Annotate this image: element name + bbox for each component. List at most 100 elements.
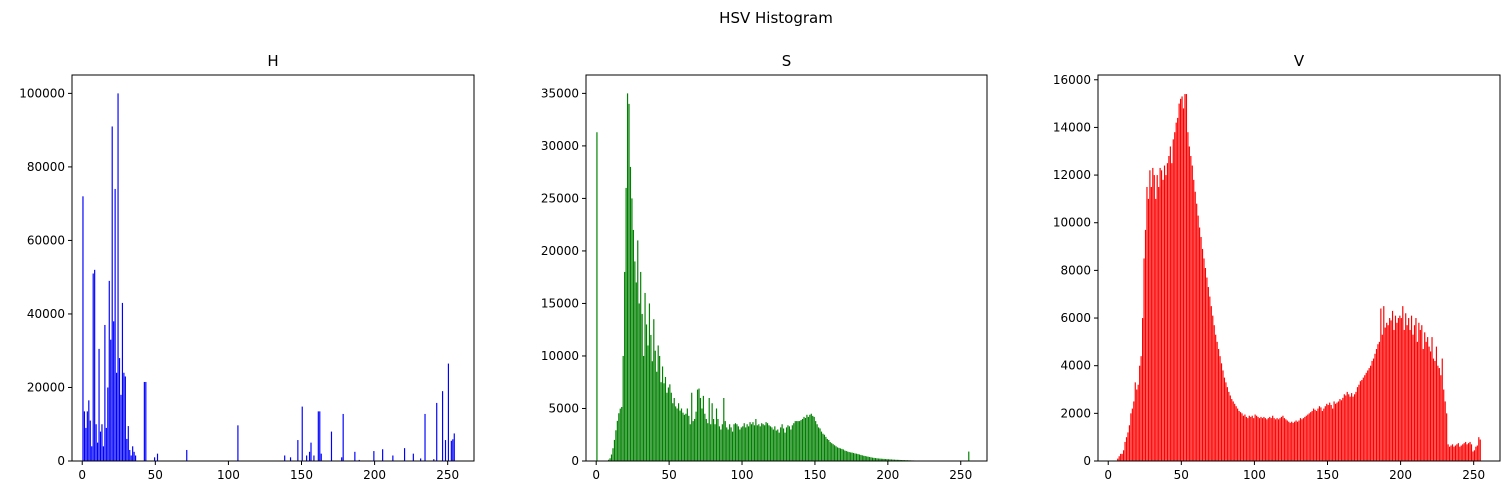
xtick-label-s-100: 100 [731,468,754,482]
bar-v-148 [1324,406,1326,461]
bar-v-103 [1258,418,1261,461]
bar-v-62 [1199,227,1201,461]
bar-v-50 [1181,96,1183,461]
bar-v-146 [1321,410,1323,461]
bar-s-162 [832,444,834,461]
bar-v-224 [1435,346,1437,461]
bar-s-120 [771,427,773,461]
bar-s-51 [670,392,672,461]
bar-v-95 [1247,418,1249,461]
bar-v-211 [1416,341,1418,461]
bar-s-149 [813,416,815,461]
bar-v-210 [1415,318,1417,461]
bar-v-118 [1280,416,1283,461]
bar-s-191 [874,458,877,461]
bar-v-108 [1266,419,1268,461]
bar-s-107 [752,422,754,461]
bar-v-18 [1134,382,1136,461]
bar-v-182 [1374,353,1376,461]
bar-s-105 [749,422,751,461]
bar-v-231 [1446,413,1448,461]
bar-s-39 [653,319,655,461]
bar-v-130 [1298,420,1300,461]
bar-v-164 [1348,394,1350,461]
bar-s-110 [756,425,758,461]
bar-s-104 [748,426,750,461]
bar-v-138 [1310,412,1312,461]
xtick-label-h-200: 200 [363,468,386,482]
bar-v-14 [1128,425,1131,461]
bar-v-48 [1178,103,1180,461]
bar-s-48 [666,392,668,461]
bar-s-24 [631,198,633,461]
bar-s-141 [801,418,804,461]
bar-s-92 [730,427,732,461]
bar-s-99 [740,427,742,461]
bar-s-74 [704,413,706,461]
bar-h-186 [354,451,356,461]
bar-v-78 [1222,370,1224,461]
bar-s-49 [667,387,669,461]
bar-v-109 [1267,418,1269,461]
bar-s-9 [609,458,611,461]
bar-s-174 [850,452,852,461]
bar-v-248 [1470,444,1473,461]
bar-v-163 [1346,391,1348,461]
bar-v-177 [1367,370,1369,461]
bar-v-31 [1153,175,1155,461]
bar-v-214 [1421,325,1423,461]
bar-v-202 [1403,329,1405,461]
bar-s-144 [806,414,808,461]
xtick-label-s-50: 50 [661,468,676,482]
bar-v-226 [1438,368,1440,461]
bar-s-187 [869,457,871,461]
xtick-label-s-0: 0 [592,468,600,482]
panel-v: 0 50 100 150 200 250 0 2000 4000 6000 8000 10000 120… [1053,52,1501,482]
bar-v-240 [1459,446,1461,461]
bar-v-41 [1168,156,1170,461]
bar-s-95 [734,423,737,461]
bar-s-151 [816,424,818,461]
bar-s-192 [876,458,878,461]
bar-v-207 [1410,315,1413,461]
bar-v-124 [1289,422,1291,461]
bar-h-7 [92,273,94,461]
bar-s-112 [759,426,761,461]
ytick-label-s-20000: 20000 [541,244,579,258]
bar-s-202 [890,459,893,461]
bar-v-189 [1384,327,1386,461]
bar-v-172 [1359,381,1361,461]
bar-v-44 [1172,139,1174,461]
bar-s-60 [683,414,686,461]
bar-v-187 [1381,334,1383,461]
bar-v-97 [1250,416,1252,461]
bar-h-177 [341,457,343,461]
bar-s-109 [755,418,757,461]
bar-s-134 [791,425,793,461]
ytick-label-s-10000: 10000 [541,349,579,363]
bar-s-42 [657,345,659,461]
bar-s-207 [898,459,900,461]
bar-v-40 [1166,163,1169,461]
bar-s-178 [855,453,858,461]
bar-v-132 [1301,419,1303,461]
bar-v-206 [1409,329,1411,461]
bar-v-30 [1152,167,1154,461]
bar-v-246 [1467,443,1470,461]
bar-v-143 [1317,408,1319,461]
bar-s-45 [661,366,664,461]
bar-s-71 [699,397,702,461]
ytick-label-s-15000: 15000 [541,296,579,310]
bar-h-248 [444,440,447,461]
bar-s-54 [675,406,677,461]
bar-s-135 [793,423,795,461]
bar-s-77 [708,397,710,461]
bar-s-25 [632,229,634,461]
bar-v-100 [1254,414,1256,461]
bar-s-163 [834,445,836,461]
bar-v-166 [1351,393,1353,461]
bar-v-67 [1206,277,1208,461]
xtick-label-h-50: 50 [148,468,163,482]
bar-v-106 [1263,416,1265,461]
bar-v-195 [1393,329,1395,461]
